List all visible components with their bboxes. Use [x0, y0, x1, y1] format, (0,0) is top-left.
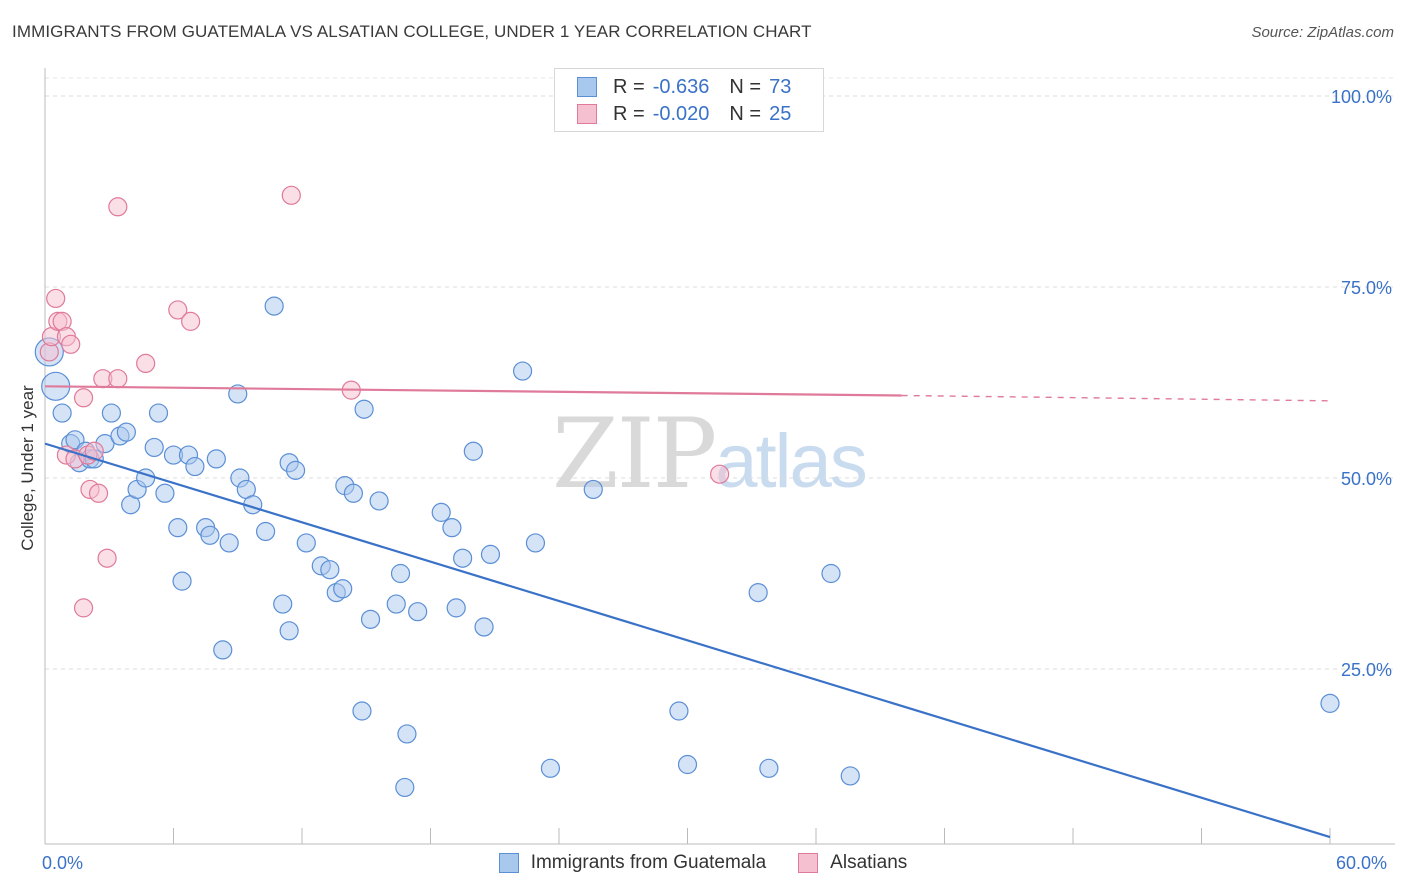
point-guatemala [279, 621, 299, 641]
point-guatemala [390, 563, 411, 584]
y-tick-label-50: 50.0% [1340, 469, 1392, 489]
stats-n-label: N = [729, 102, 762, 125]
point-guatemala [255, 521, 276, 542]
stats-swatch-alsatians [577, 104, 597, 124]
stats-r-value: -0.636 [652, 75, 710, 98]
stats-n-value: 25 [769, 102, 792, 125]
trend-line-alsatians [44, 385, 902, 397]
point-guatemala [219, 533, 239, 553]
stats-swatch-guatemala [577, 77, 597, 97]
y-tick-label-100: 100.0% [1330, 87, 1392, 107]
stats-box: R = -0.636 N = 73 R = -0.020 N = 25 [554, 68, 824, 132]
legend-swatch-alsatians [798, 853, 819, 873]
legend-label-alsatians: Alsatians [830, 852, 908, 873]
point-guatemala [360, 609, 381, 629]
stats-n-label: N = [729, 75, 762, 98]
trend-line-alsatians-extension [901, 394, 1331, 402]
point-guatemala [296, 533, 316, 553]
point-alsatians [46, 288, 66, 309]
point-guatemala [512, 361, 533, 381]
point-guatemala [748, 582, 768, 603]
point-guatemala [386, 594, 406, 614]
watermark: ZIPatlas [552, 398, 868, 510]
x-tick-label-max: 60.0% [1336, 853, 1388, 873]
point-guatemala [101, 403, 121, 423]
point-guatemala [583, 479, 603, 500]
point-alsatians [97, 548, 117, 568]
legend-swatch-guatemala [498, 853, 519, 873]
stats-r-label: R = [613, 75, 645, 98]
point-guatemala [759, 758, 779, 778]
stats-r-value: -0.020 [652, 102, 710, 125]
point-guatemala [155, 483, 175, 503]
point-alsatians [73, 388, 94, 408]
point-guatemala [540, 758, 561, 778]
point-guatemala [343, 483, 363, 503]
y-axis-label: College, Under 1 year [18, 385, 37, 551]
legend-label-guatemala: Immigrants from Guatemala [530, 852, 767, 873]
point-guatemala [148, 403, 169, 423]
point-guatemala [200, 525, 220, 545]
point-alsatians [108, 369, 128, 389]
point-guatemala [525, 533, 546, 553]
point-guatemala [669, 701, 689, 721]
legend-item-guatemala[interactable]: Immigrants from Guatemala [498, 852, 767, 874]
point-guatemala [264, 296, 284, 316]
point-alsatians [136, 353, 156, 373]
point-alsatians [88, 483, 109, 503]
watermark-atlas: atlas [715, 419, 868, 504]
point-guatemala [431, 502, 451, 522]
point-guatemala [285, 460, 306, 480]
point-guatemala [213, 640, 233, 660]
point-guatemala [369, 491, 389, 511]
point-guatemala [446, 598, 466, 618]
point-guatemala [206, 449, 226, 469]
point-guatemala [442, 518, 462, 538]
point-guatemala [840, 766, 860, 786]
stats-n-value: 73 [769, 75, 792, 98]
point-guatemala [352, 701, 372, 721]
point-guatemala [821, 563, 841, 584]
point-guatemala [168, 518, 188, 538]
point-guatemala [144, 437, 164, 458]
source-label: Source: ZipAtlas.com [1251, 24, 1394, 41]
point-guatemala [273, 594, 293, 614]
point-guatemala [397, 724, 417, 744]
point-guatemala [453, 548, 473, 568]
stats-row-alsatians: R = -0.020 N = 25 [577, 101, 791, 127]
y-tick-label-25: 25.0% [1340, 660, 1392, 680]
point-guatemala [172, 571, 192, 591]
point-alsatians [710, 464, 730, 484]
point-alsatians [168, 300, 188, 320]
x-tick-label-min: 0.0% [42, 853, 84, 873]
legend: Immigrants from Guatemala Alsatians [0, 852, 1406, 874]
point-guatemala [408, 602, 428, 622]
point-guatemala [1320, 693, 1340, 713]
chart-title: IMMIGRANTS FROM GUATEMALA VS ALSATIAN CO… [12, 22, 812, 41]
watermark-zip: ZIP [552, 398, 717, 510]
point-guatemala [354, 399, 374, 419]
y-tick-label-75: 75.0% [1340, 278, 1392, 298]
trend-line-guatemala [44, 442, 1331, 839]
stats-r-label: R = [613, 102, 645, 125]
point-guatemala [333, 579, 353, 599]
point-alsatians [61, 334, 81, 354]
point-alsatians [181, 311, 201, 331]
point-guatemala [474, 617, 494, 637]
point-guatemala [677, 754, 698, 775]
stats-row-guatemala: R = -0.636 N = 73 [577, 74, 791, 100]
point-guatemala [480, 544, 501, 565]
point-alsatians [108, 197, 128, 217]
point-guatemala [463, 441, 483, 461]
point-guatemala [116, 422, 136, 442]
point-guatemala [395, 777, 415, 798]
point-alsatians [281, 185, 301, 205]
point-guatemala [52, 403, 72, 423]
legend-item-alsatians[interactable]: Alsatians [798, 852, 907, 874]
point-guatemala [185, 456, 205, 477]
point-alsatians [73, 598, 94, 618]
point-guatemala [320, 560, 340, 580]
point-alsatians [84, 441, 104, 461]
